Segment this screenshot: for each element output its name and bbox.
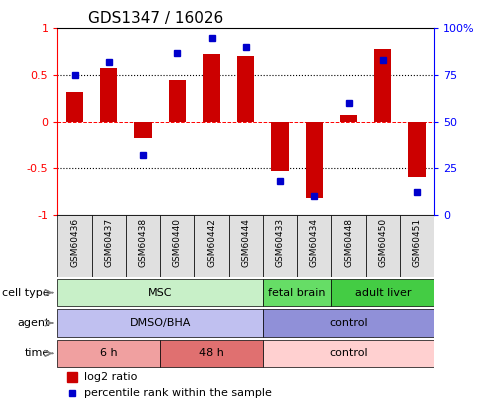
Text: GSM60451: GSM60451 [413, 218, 422, 267]
Text: GSM60450: GSM60450 [378, 218, 387, 267]
Bar [66, 92, 83, 122]
Bar [374, 49, 391, 121]
Text: GSM60442: GSM60442 [207, 218, 216, 266]
Bar [57, 279, 263, 306]
Bar [126, 215, 160, 277]
Bar [100, 68, 117, 122]
Text: percentile rank within the sample: percentile rank within the sample [84, 388, 271, 398]
Bar [306, 122, 323, 198]
Text: GDS1347 / 16026: GDS1347 / 16026 [87, 11, 223, 26]
Bar [229, 215, 263, 277]
Bar [400, 215, 434, 277]
Bar [340, 115, 357, 122]
Text: GSM60438: GSM60438 [139, 218, 148, 267]
Bar [57, 309, 263, 337]
Text: agent: agent [17, 318, 50, 328]
Bar [263, 279, 331, 306]
Text: control: control [329, 318, 368, 328]
Text: log2 ratio: log2 ratio [84, 372, 137, 382]
Bar [409, 122, 426, 177]
Bar [263, 340, 434, 367]
Text: cell type: cell type [2, 288, 50, 298]
Text: DMSO/BHA: DMSO/BHA [129, 318, 191, 328]
Bar [57, 340, 160, 367]
Bar [195, 215, 229, 277]
Bar [366, 215, 400, 277]
Bar [134, 122, 152, 138]
Text: time: time [24, 348, 50, 358]
Bar [271, 122, 288, 171]
Text: 6 h: 6 h [100, 348, 118, 358]
Text: GSM60444: GSM60444 [241, 218, 250, 266]
Bar [297, 215, 331, 277]
Text: MSC: MSC [148, 288, 172, 298]
Text: GSM60440: GSM60440 [173, 218, 182, 267]
Bar [57, 215, 92, 277]
Bar [160, 215, 195, 277]
Bar [263, 309, 434, 337]
Text: adult liver: adult liver [354, 288, 411, 298]
Bar [331, 279, 434, 306]
Bar [237, 56, 254, 121]
Bar [160, 340, 263, 367]
Text: GSM60433: GSM60433 [275, 218, 284, 267]
Text: GSM60448: GSM60448 [344, 218, 353, 267]
Bar [92, 215, 126, 277]
Text: control: control [329, 348, 368, 358]
Text: 48 h: 48 h [199, 348, 224, 358]
Bar [331, 215, 366, 277]
Bar [169, 79, 186, 122]
Bar [263, 215, 297, 277]
Bar [203, 53, 220, 122]
Text: GSM60434: GSM60434 [310, 218, 319, 267]
Text: GSM60436: GSM60436 [70, 218, 79, 267]
Text: fetal brain: fetal brain [268, 288, 326, 298]
Text: GSM60437: GSM60437 [104, 218, 113, 267]
